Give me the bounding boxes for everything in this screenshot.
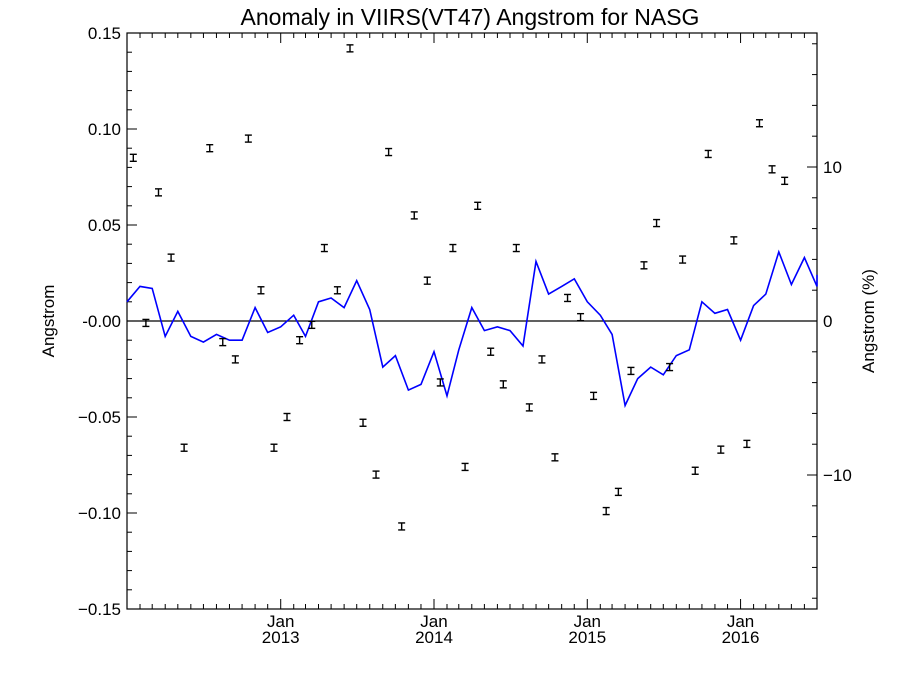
x-tick-label-year: 2016 bbox=[722, 628, 760, 647]
x-tick-label-year: 2015 bbox=[568, 628, 606, 647]
y2-axis-label: Angstrom (%) bbox=[859, 269, 878, 373]
errorbar-series bbox=[129, 44, 789, 531]
errorbar-point bbox=[755, 119, 763, 128]
x-tick-label-month: Jan bbox=[420, 612, 447, 631]
errorbar-point bbox=[142, 318, 150, 328]
errorbar-point bbox=[154, 188, 162, 197]
errorbar-point bbox=[512, 243, 520, 253]
y2-tick-label: 0 bbox=[823, 312, 832, 331]
errorbar-point bbox=[666, 362, 674, 372]
right-axis: 10 0 −10 bbox=[807, 43, 852, 599]
errorbar-point bbox=[564, 293, 572, 303]
errorbar-point bbox=[244, 134, 252, 143]
chart-title: Anomaly in VIIRS(VT47) Angstrom for NASG bbox=[241, 4, 700, 30]
errorbar-point bbox=[525, 403, 533, 412]
x-tick-label-year: 2013 bbox=[262, 628, 300, 647]
errorbar-point bbox=[410, 211, 418, 220]
errorbar-point bbox=[359, 418, 367, 427]
y2-tick-label: −10 bbox=[823, 466, 852, 485]
errorbar-point bbox=[640, 261, 648, 270]
errorbar-point bbox=[691, 466, 699, 475]
errorbar-point bbox=[781, 176, 789, 186]
y-tick-label: -0.00 bbox=[82, 312, 121, 331]
errorbar-point bbox=[487, 347, 495, 356]
errorbar-point bbox=[346, 44, 354, 53]
errorbar-point bbox=[679, 255, 687, 264]
y-tick-label: −0.05 bbox=[78, 408, 121, 427]
y-tick-label: 0.15 bbox=[88, 24, 121, 43]
errorbar-point bbox=[206, 143, 214, 153]
errorbar-point bbox=[372, 470, 380, 479]
errorbar-point bbox=[449, 243, 457, 253]
errorbar-point bbox=[129, 153, 137, 163]
errorbar-point bbox=[333, 286, 341, 295]
errorbar-point bbox=[627, 366, 635, 376]
y-axis-label: Angstrom bbox=[39, 285, 58, 358]
errorbar-point bbox=[257, 286, 265, 295]
errorbar-point bbox=[436, 378, 444, 387]
errorbar-point bbox=[283, 412, 291, 422]
errorbar-point bbox=[270, 443, 278, 452]
errorbar-point bbox=[219, 337, 227, 347]
errorbar-point bbox=[423, 276, 431, 285]
errorbar-point bbox=[461, 462, 469, 472]
x-tick-label-month: Jan bbox=[267, 612, 294, 631]
errorbar-point bbox=[385, 147, 393, 157]
y2-tick-label: 10 bbox=[823, 158, 842, 177]
errorbar-point bbox=[730, 236, 738, 245]
y-tick-label: −0.10 bbox=[78, 504, 121, 523]
errorbar-point bbox=[296, 336, 304, 345]
errorbar-point bbox=[499, 380, 507, 389]
errorbar-point bbox=[320, 243, 328, 253]
errorbar-point bbox=[704, 149, 712, 159]
errorbar-point bbox=[308, 320, 316, 330]
errorbar-point bbox=[538, 355, 546, 364]
errorbar-point bbox=[614, 487, 622, 497]
errorbar-point bbox=[717, 445, 725, 454]
series-line bbox=[126, 249, 818, 409]
errorbar-point bbox=[180, 443, 188, 452]
y-tick-label: 0.10 bbox=[88, 120, 121, 139]
y-tick-label: 0.05 bbox=[88, 216, 121, 235]
left-axis: 0.15 0.10 0.05 -0.00 −0.05 −0.10 −0.15 bbox=[78, 24, 137, 619]
errorbar-point bbox=[577, 312, 585, 322]
errorbar-point bbox=[743, 439, 751, 449]
errorbar-point bbox=[474, 201, 482, 211]
errorbar-point bbox=[590, 391, 598, 401]
errorbar-point bbox=[768, 165, 776, 174]
errorbar-point bbox=[653, 218, 661, 228]
errorbar-point bbox=[602, 506, 610, 516]
x-tick-label-month: Jan bbox=[574, 612, 601, 631]
errorbar-point bbox=[167, 253, 175, 262]
errorbar-point bbox=[551, 453, 559, 462]
errorbar-point bbox=[398, 522, 406, 531]
y-tick-label: −0.15 bbox=[78, 600, 121, 619]
errorbar-point bbox=[231, 355, 239, 364]
x-tick-label-year: 2014 bbox=[415, 628, 453, 647]
x-tick-label-month: Jan bbox=[727, 612, 754, 631]
